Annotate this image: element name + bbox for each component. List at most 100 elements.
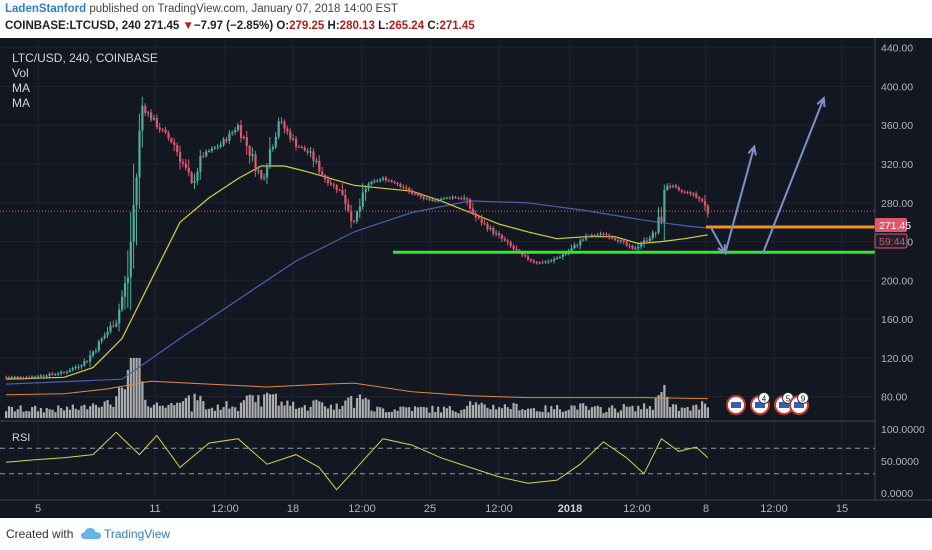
candle-body bbox=[274, 136, 277, 148]
candle-body bbox=[51, 373, 54, 375]
volume-bar bbox=[382, 408, 385, 418]
time-axis[interactable]: 5 11 12:00 18 12:00 25 12:00 2018 12:00 8 12:00 15 bbox=[35, 503, 848, 515]
candle-body bbox=[648, 238, 651, 241]
candle-body bbox=[112, 325, 115, 327]
chart-canvas[interactable]: 459 440.00400.00360.00320.00280.00240.00… bbox=[0, 38, 932, 518]
candle-body bbox=[500, 235, 504, 239]
candle-body bbox=[138, 130, 141, 178]
volume-bar bbox=[599, 407, 602, 418]
volume-bar bbox=[263, 394, 266, 418]
volume-bar bbox=[582, 403, 585, 418]
rsi-label[interactable]: RSI bbox=[12, 432, 30, 444]
candle-body bbox=[338, 189, 341, 191]
tradingview-brand[interactable]: TradingView bbox=[104, 527, 171, 541]
volume-bar bbox=[602, 413, 605, 418]
volume-bar bbox=[193, 393, 196, 418]
volume-bar bbox=[164, 407, 167, 418]
candle-body bbox=[199, 156, 202, 172]
high-value: 280.13 bbox=[339, 20, 375, 32]
volume-bar bbox=[86, 409, 89, 418]
author-link[interactable]: LadenStanford bbox=[5, 3, 87, 15]
volume-bar bbox=[541, 411, 544, 418]
candle-body bbox=[187, 167, 190, 173]
tradingview-cloud-icon[interactable] bbox=[80, 526, 102, 542]
low-value: 265.24 bbox=[388, 20, 425, 32]
volume-bar bbox=[701, 401, 704, 418]
volume-bar bbox=[361, 399, 364, 418]
volume-bar bbox=[150, 407, 153, 418]
volume-bar bbox=[683, 407, 686, 418]
open-value: 279.25 bbox=[289, 20, 325, 32]
candle-body bbox=[106, 331, 109, 336]
candle-body bbox=[28, 377, 31, 379]
candle-body bbox=[25, 377, 28, 379]
down-arrow-icon: ▼ bbox=[182, 20, 194, 32]
candle-body bbox=[582, 239, 585, 241]
volume-bar bbox=[324, 406, 327, 418]
candle-body bbox=[640, 244, 643, 247]
candle-body bbox=[158, 127, 161, 130]
candle-body bbox=[483, 223, 486, 225]
legend-ma-2[interactable]: MA bbox=[12, 96, 30, 110]
volume-bar bbox=[326, 408, 330, 418]
volume-bar bbox=[669, 406, 672, 418]
legend-vol[interactable]: Vol bbox=[12, 66, 29, 80]
candle-body bbox=[460, 198, 463, 200]
volume-bar bbox=[677, 410, 680, 418]
candle-body bbox=[341, 190, 344, 195]
rsi-axis[interactable]: 100.0000 50.0000 0.0000 bbox=[881, 424, 925, 500]
candle-body bbox=[251, 154, 254, 156]
candle-body bbox=[402, 186, 405, 188]
candle-body bbox=[608, 235, 611, 238]
volume-bar bbox=[42, 412, 45, 418]
volume-bar bbox=[547, 412, 550, 418]
volume-bar bbox=[608, 407, 611, 418]
volume-bar bbox=[170, 403, 173, 418]
volume-bar bbox=[239, 402, 243, 418]
projection-arrows[interactable] bbox=[709, 95, 826, 256]
candle-body bbox=[100, 338, 103, 342]
volume-bar bbox=[83, 404, 86, 418]
volume-bar bbox=[521, 409, 524, 418]
candle-body bbox=[585, 235, 588, 240]
candle-body bbox=[390, 180, 393, 182]
volume-bar bbox=[353, 407, 356, 418]
candle-body bbox=[167, 132, 170, 139]
volume-bar bbox=[10, 406, 13, 418]
volume-bar bbox=[364, 397, 367, 418]
event-count: 9 bbox=[801, 395, 806, 404]
candle-body bbox=[631, 245, 634, 249]
volume-bar bbox=[492, 404, 495, 418]
rsi-line bbox=[5, 431, 709, 491]
close-value: 271.45 bbox=[439, 20, 475, 32]
volume-bar bbox=[71, 404, 74, 418]
candle-body bbox=[283, 121, 286, 129]
created-with-text: Created with bbox=[6, 527, 74, 541]
price-axis[interactable]: 440.00400.00360.00320.00280.00240.00200.… bbox=[881, 43, 913, 404]
volume-bar bbox=[260, 406, 263, 418]
volume-bar bbox=[518, 410, 521, 418]
volume-bar bbox=[454, 411, 457, 418]
candle-body bbox=[155, 118, 158, 128]
volume-bar bbox=[640, 409, 643, 418]
price-tick-label: 120.00 bbox=[881, 353, 913, 365]
legend-ma-1[interactable]: MA bbox=[12, 81, 30, 95]
volume-bar bbox=[437, 406, 440, 418]
candle-body bbox=[657, 216, 660, 233]
candle-body bbox=[289, 131, 292, 140]
candle-body bbox=[672, 185, 675, 187]
last-price-badge-bg bbox=[875, 218, 907, 232]
candle-body bbox=[295, 138, 298, 147]
volume-bar bbox=[283, 405, 286, 418]
candle-body bbox=[350, 210, 353, 222]
horizontal-levels[interactable] bbox=[393, 225, 875, 254]
candle-body bbox=[706, 205, 709, 214]
volume-bar bbox=[573, 405, 576, 418]
volume-bar bbox=[34, 405, 37, 418]
volume-bar bbox=[448, 405, 451, 418]
candle-body bbox=[141, 105, 144, 131]
volume-ma-line bbox=[5, 380, 708, 400]
event-markers[interactable]: 4 5 9 bbox=[726, 392, 809, 415]
candle-body bbox=[506, 240, 509, 243]
candle-body bbox=[695, 193, 698, 198]
